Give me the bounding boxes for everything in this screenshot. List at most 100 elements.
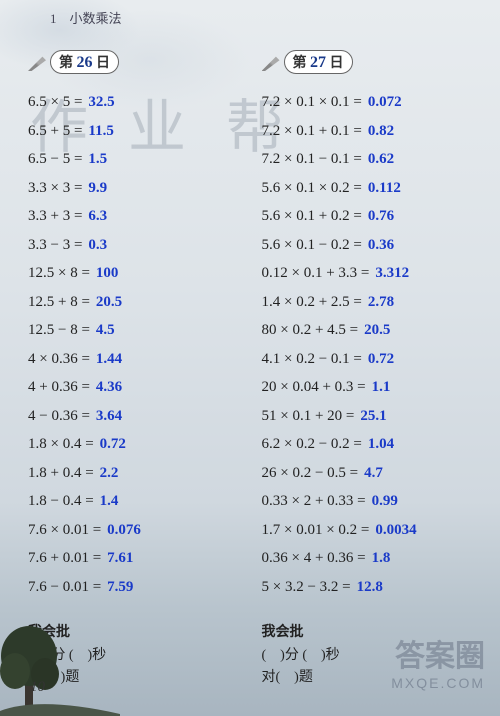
question-text: 5.6 × 0.1 − 0.2 = xyxy=(262,231,362,260)
badge-suffix: 日 xyxy=(96,56,110,71)
answer-text: 0.3 xyxy=(88,231,107,260)
question-text: 7.2 × 0.1 + 0.1 = xyxy=(262,117,362,146)
pencil-icon xyxy=(262,53,280,71)
footer-line2: 对( )题 xyxy=(262,667,486,689)
problem-row: 4 + 0.36 =4.36 xyxy=(28,373,252,402)
problem-row: 12.5 − 8 = 4.5 xyxy=(28,316,252,345)
problem-row: 6.5 × 5 =32.5 xyxy=(28,88,252,117)
answer-text: 4.7 xyxy=(364,459,383,488)
problem-row: 4.1 × 0.2 − 0.1 =0.72 xyxy=(262,345,486,374)
question-text: 6.5 × 5 = xyxy=(28,88,82,117)
answer-text: 0.72 xyxy=(368,345,394,374)
question-text: 7.6 + 0.01 = xyxy=(28,544,101,573)
problem-row: 3.3 × 3 = 9.9 xyxy=(28,174,252,203)
tree-illustration xyxy=(0,596,120,716)
problem-row: 4 − 0.36 =3.64 xyxy=(28,402,252,431)
answer-text: 4.36 xyxy=(96,373,122,402)
answer-text: 1.5 xyxy=(88,145,107,174)
question-text: 20 × 0.04 + 0.3 = xyxy=(262,373,366,402)
answer-text: 0.112 xyxy=(368,174,401,203)
answer-text: 100 xyxy=(96,259,119,288)
question-text: 6.5 + 5 = xyxy=(28,117,82,146)
problem-row: 0.36 × 4 + 0.36 = 1.8 xyxy=(262,544,486,573)
question-text: 1.7 × 0.01 × 0.2 = xyxy=(262,516,370,545)
problem-row: 12.5 + 8 =20.5 xyxy=(28,288,252,317)
day-badge-right: 第 27 日 xyxy=(284,50,353,74)
problem-row: 3.3 − 3 = 0.3 xyxy=(28,231,252,260)
problem-row: 0.12 × 0.1 + 3.3 =3.312 xyxy=(262,259,486,288)
problem-row: 7.6 × 0.01 =0.076 xyxy=(28,516,252,545)
column-left: 第 26 日 6.5 × 5 =32.56.5 + 5 =11.56.5 − 5… xyxy=(28,50,252,690)
problem-row: 7.6 + 0.01 =7.61 xyxy=(28,544,252,573)
problem-row: 1.8 × 0.4 =0.72 xyxy=(28,430,252,459)
col-head-left: 第 26 日 xyxy=(28,50,252,74)
question-text: 4 − 0.36 = xyxy=(28,402,90,431)
question-text: 7.2 × 0.1 × 0.1 = xyxy=(262,88,362,117)
problem-row: 6.5 − 5 =1.5 xyxy=(28,145,252,174)
question-text: 7.2 × 0.1 − 0.1 = xyxy=(262,145,362,174)
answer-text: 0.76 xyxy=(368,202,394,231)
problem-row: 80 × 0.2 + 4.5 =20.5 xyxy=(262,316,486,345)
answer-text: 20.5 xyxy=(364,316,390,345)
question-text: 4.1 × 0.2 − 0.1 = xyxy=(262,345,362,374)
question-text: 80 × 0.2 + 4.5 = xyxy=(262,316,359,345)
problem-row: 12.5 × 8 = 100 xyxy=(28,259,252,288)
footer-right: 我会批 ( )分 ( )秒 对( )题 xyxy=(262,621,486,690)
answer-text: 2.78 xyxy=(368,288,394,317)
question-text: 3.3 − 3 = xyxy=(28,231,82,260)
question-text: 1.8 − 0.4 = xyxy=(28,487,94,516)
answer-text: 0.36 xyxy=(368,231,394,260)
question-text: 7.6 × 0.01 = xyxy=(28,516,101,545)
question-text: 12.5 + 8 = xyxy=(28,288,90,317)
answer-text: 0.72 xyxy=(100,430,126,459)
question-text: 4 + 0.36 = xyxy=(28,373,90,402)
problem-row: 5.6 × 0.1 + 0.2 =0.76 xyxy=(262,202,486,231)
answer-text: 9.9 xyxy=(88,174,107,203)
answer-text: 0.82 xyxy=(368,117,394,146)
question-text: 12.5 − 8 = xyxy=(28,316,90,345)
content-columns: 第 26 日 6.5 × 5 =32.56.5 + 5 =11.56.5 − 5… xyxy=(28,50,485,690)
question-text: 1.8 + 0.4 = xyxy=(28,459,94,488)
badge-number: 26 xyxy=(77,54,93,71)
answer-text: 1.44 xyxy=(96,345,122,374)
col-head-right: 第 27 日 xyxy=(262,50,486,74)
question-text: 5.6 × 0.1 + 0.2 = xyxy=(262,202,362,231)
answer-text: 0.076 xyxy=(107,516,141,545)
left-problem-list: 6.5 × 5 =32.56.5 + 5 =11.56.5 − 5 =1.53.… xyxy=(28,88,252,601)
problem-row: 26 × 0.2 − 0.5 = 4.7 xyxy=(262,459,486,488)
problem-row: 1.7 × 0.01 × 0.2 =0.0034 xyxy=(262,516,486,545)
question-text: 0.33 × 2 + 0.33 = xyxy=(262,487,366,516)
problem-row: 6.5 + 5 =11.5 xyxy=(28,117,252,146)
pencil-icon xyxy=(28,53,46,71)
problem-row: 5 × 3.2 − 3.2 =12.8 xyxy=(262,573,486,602)
question-text: 26 × 0.2 − 0.5 = xyxy=(262,459,359,488)
question-text: 12.5 × 8 = xyxy=(28,259,90,288)
answer-text: 25.1 xyxy=(360,402,386,431)
badge-suffix: 日 xyxy=(330,56,344,71)
answer-text: 3.64 xyxy=(96,402,122,431)
answer-text: 1.04 xyxy=(368,430,394,459)
right-problem-list: 7.2 × 0.1 × 0.1 =0.0727.2 × 0.1 + 0.1 =0… xyxy=(262,88,486,601)
answer-text: 1.4 xyxy=(100,487,119,516)
question-text: 5 × 3.2 − 3.2 = xyxy=(262,573,351,602)
answer-text: 1.8 xyxy=(372,544,391,573)
answer-text: 11.5 xyxy=(88,117,113,146)
answer-text: 0.072 xyxy=(368,88,402,117)
footer-line1: ( )分 ( )秒 xyxy=(262,645,486,667)
problem-row: 1.8 + 0.4 = 2.2 xyxy=(28,459,252,488)
problem-row: 1.4 × 0.2 + 2.5 =2.78 xyxy=(262,288,486,317)
question-text: 0.36 × 4 + 0.36 = xyxy=(262,544,366,573)
question-text: 6.2 × 0.2 − 0.2 = xyxy=(262,430,362,459)
problem-row: 3.3 + 3 =6.3 xyxy=(28,202,252,231)
question-text: 3.3 × 3 = xyxy=(28,174,82,203)
badge-number: 27 xyxy=(310,54,326,71)
question-text: 3.3 + 3 = xyxy=(28,202,82,231)
answer-text: 2.2 xyxy=(100,459,119,488)
problem-row: 4 × 0.36 =1.44 xyxy=(28,345,252,374)
answer-text: 4.5 xyxy=(96,316,115,345)
problem-row: 5.6 × 0.1 − 0.2 =0.36 xyxy=(262,231,486,260)
answer-text: 20.5 xyxy=(96,288,122,317)
problem-row: 7.2 × 0.1 × 0.1 =0.072 xyxy=(262,88,486,117)
column-right: 第 27 日 7.2 × 0.1 × 0.1 =0.0727.2 × 0.1 +… xyxy=(262,50,486,690)
question-text: 5.6 × 0.1 × 0.2 = xyxy=(262,174,362,203)
